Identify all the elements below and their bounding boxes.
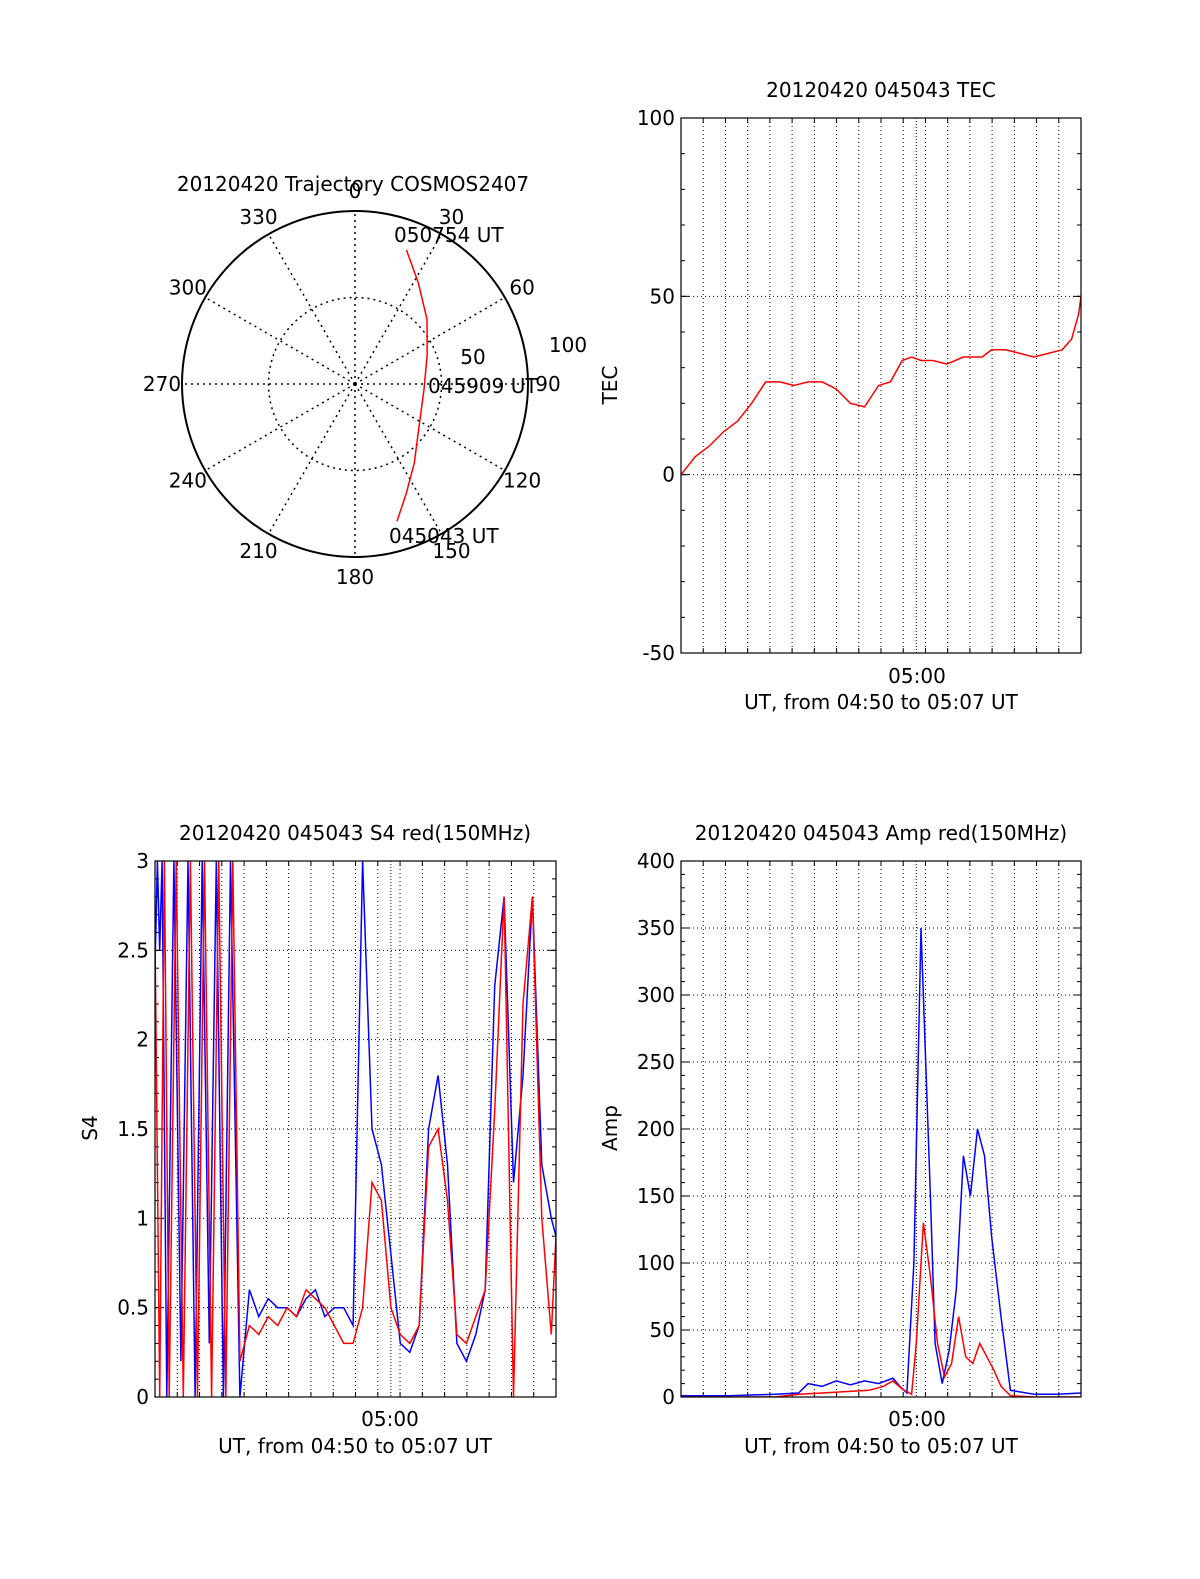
y-tick-label: 50 xyxy=(650,1318,675,1342)
amp-plot-area: 0 50 100 150 200 250 300 350 400 xyxy=(637,849,1082,1409)
polar-ring-50 xyxy=(267,296,443,472)
azimuth-label: 0 xyxy=(349,179,362,203)
azimuth-label: 150 xyxy=(432,539,470,563)
s4-ylabel: S4 xyxy=(78,1115,102,1140)
azimuth-label: 240 xyxy=(169,469,207,493)
s4-xlabel: UT, from 04:50 to 05:07 UT xyxy=(218,1434,493,1458)
polar-outer-circle xyxy=(181,210,529,558)
plot-frame xyxy=(680,117,1082,654)
azimuth-label: 330 xyxy=(239,205,277,229)
amp-xtick-label: 05:00 xyxy=(888,1407,946,1431)
tec-plot-area: -50 0 50 100 xyxy=(637,106,1082,665)
trajectory-start-label: 045043 UT xyxy=(389,524,499,548)
elevation-label: 100 xyxy=(549,333,587,357)
azimuth-label: 300 xyxy=(169,276,207,300)
s4-xtick-label: 05:00 xyxy=(361,1407,419,1431)
y-tick-label: 100 xyxy=(637,1251,675,1275)
red-series-line xyxy=(155,861,556,1397)
trajectory-chart: 20120420 Trajectory COSMOS2407 0 30 60 90 12… xyxy=(143,172,587,589)
y-tick-label: 350 xyxy=(637,916,675,940)
s4-title: 20120420 045043 S4 red(150MHz) xyxy=(179,821,531,845)
polar-spoke-330 xyxy=(267,233,356,385)
elevation-label: 50 xyxy=(460,345,485,369)
polar-spoke-120 xyxy=(354,383,506,472)
y-tick-label: 300 xyxy=(637,983,675,1007)
polar-spoke-60 xyxy=(354,296,506,385)
y-tick-label: 2 xyxy=(136,1028,149,1052)
tec-xlabel: UT, from 04:50 to 05:07 UT xyxy=(744,690,1019,714)
y-tick-label: 100 xyxy=(637,106,675,130)
y-tick-label: 1.5 xyxy=(117,1117,149,1141)
amp-ylabel: Amp xyxy=(598,1105,622,1151)
trajectory-mid-label: 045909 UT xyxy=(428,374,538,398)
azimuth-label: 180 xyxy=(336,565,374,589)
polar-spoke-30 xyxy=(354,233,443,385)
y-tick-label: 200 xyxy=(637,1117,675,1141)
azimuth-label: 30 xyxy=(439,205,464,229)
trajectory-end-label: 050754 UT xyxy=(394,223,504,247)
blue-series-line xyxy=(681,927,1081,1397)
polar-spoke-240 xyxy=(204,383,356,472)
y-tick-label: 1 xyxy=(136,1206,149,1230)
s4-chart: 20120420 045043 S4 red(150MHz) 0 0.5 1 1.5 2… xyxy=(78,821,557,1458)
azimuth-label: 90 xyxy=(535,372,560,396)
y-tick-label: 0 xyxy=(662,463,675,487)
trajectory-track xyxy=(396,249,428,522)
y-tick-label: 50 xyxy=(650,284,675,308)
y-tick-label: 3 xyxy=(136,849,149,873)
tec-xtick-label: 05:00 xyxy=(888,664,946,688)
y-tick-label: -50 xyxy=(642,641,675,665)
tec-ylabel: TEC xyxy=(598,366,622,406)
amp-chart: 20120420 045043 Amp red(150MHz) 0 50 100 15… xyxy=(598,821,1082,1458)
polar-grid xyxy=(181,210,529,558)
y-tick-label: 0 xyxy=(662,1385,675,1409)
tec-title: 20120420 045043 TEC xyxy=(766,78,996,102)
azimuth-label: 210 xyxy=(239,539,277,563)
y-tick-label: 0.5 xyxy=(117,1296,149,1320)
plot-frame xyxy=(680,860,1082,1398)
y-tick-label: 0 xyxy=(136,1385,149,1409)
polar-spoke-300 xyxy=(204,296,356,385)
y-tick-label: 2.5 xyxy=(117,938,149,962)
plot-frame xyxy=(154,860,557,1398)
y-tick-label: 150 xyxy=(637,1184,675,1208)
polar-spoke-210 xyxy=(267,383,356,535)
trajectory-title: 20120420 Trajectory COSMOS2407 xyxy=(177,172,529,196)
s4-plot-area: 0 0.5 1 1.5 2 2.5 3 xyxy=(117,849,557,1409)
red-series-line xyxy=(681,296,1081,476)
y-tick-label: 400 xyxy=(637,849,675,873)
red-series-line xyxy=(681,1222,1081,1397)
azimuth-label: 270 xyxy=(143,372,181,396)
azimuth-label: 60 xyxy=(509,276,534,300)
azimuth-label: 120 xyxy=(503,469,541,493)
trajectory-series-line xyxy=(396,249,428,522)
amp-xlabel: UT, from 04:50 to 05:07 UT xyxy=(744,1434,1019,1458)
polar-spoke-150 xyxy=(354,383,443,535)
polar-labels: 0 30 60 90 120 150 180 210 240 270 300 330 50 100 xyxy=(143,179,587,589)
amp-title: 20120420 045043 Amp red(150MHz) xyxy=(695,821,1067,845)
y-tick-label: 250 xyxy=(637,1050,675,1074)
